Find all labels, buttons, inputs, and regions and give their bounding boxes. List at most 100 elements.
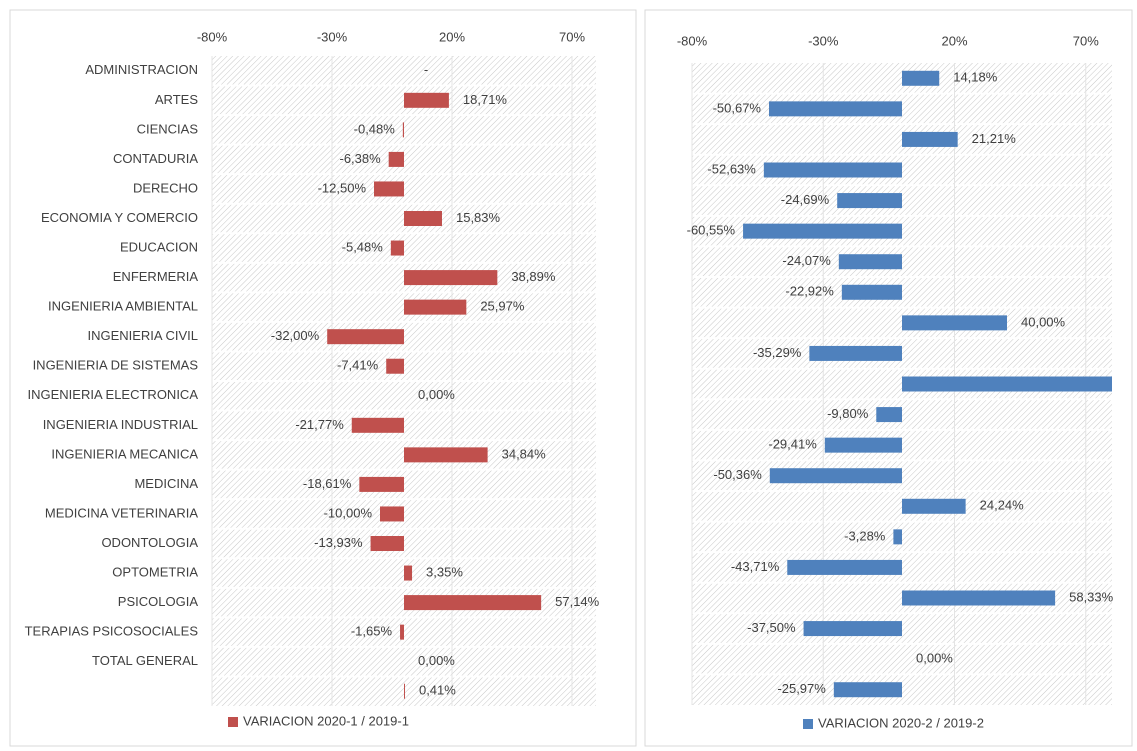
bar [404,683,405,699]
data-label: -7,41% [337,358,379,373]
data-label: -50,36% [713,467,762,482]
data-label: 21,21% [972,131,1017,146]
legend-label: VARIACION 2020-2 / 2019-2 [818,715,984,730]
bar [386,358,404,374]
data-label: 3,35% [426,564,463,579]
bar [838,254,902,270]
data-label: -9,80% [827,406,869,421]
category-label: MEDICINA [134,476,198,491]
data-label: -5,48% [342,239,384,254]
bar [841,284,902,300]
bar [374,181,404,197]
data-label: 18,71% [463,92,508,107]
category-label: INGENIERIA ELECTRONICA [28,387,199,402]
category-label: ARTES [155,92,198,107]
category-label: DERECHO [133,180,198,195]
bar [390,240,404,256]
category-label: INGENIERIA DE SISTEMAS [33,358,199,373]
bar [876,407,902,423]
data-label: -6,38% [339,151,381,166]
bar [833,682,902,698]
data-label: -3,28% [844,528,886,543]
data-label: -52,63% [707,161,756,176]
bar [824,437,902,453]
category-label: CIENCIAS [137,121,199,136]
bar [327,329,404,345]
bar [370,536,404,551]
data-label: -22,92% [785,284,834,299]
data-label: 38,89% [511,269,556,284]
bar [380,506,404,522]
bar [743,223,902,239]
bar [404,299,467,315]
data-label: - [424,62,428,77]
x-tick-label: -80% [197,29,228,44]
category-label: ADMINISTRACION [85,62,198,77]
legend-label: VARIACION 2020-1 / 2019-1 [243,713,409,728]
legend-swatch [803,719,813,729]
x-tick-label: 70% [559,29,585,44]
panel-border [9,9,637,747]
data-label: -24,69% [781,192,830,207]
data-label: -60,55% [687,223,736,238]
bar [404,92,449,108]
bar [768,101,902,117]
bar [404,447,488,463]
category-label: INGENIERIA CIVIL [87,328,198,343]
bar [809,345,902,361]
category-label: EDUCACION [120,239,198,254]
panel-border [644,9,1133,747]
bar [893,529,902,545]
bar [404,211,442,226]
data-label: 0,41% [419,683,456,698]
bar [769,468,902,484]
bar [404,270,498,286]
bar [902,376,1112,392]
data-label: 14,18% [953,70,998,85]
data-label: -21,77% [295,417,344,432]
data-label: 40,00% [1021,314,1066,329]
bar [351,417,404,433]
x-tick-label: -80% [677,33,708,48]
data-label: -10,00% [324,505,373,520]
legend-swatch [228,717,238,727]
bar [763,162,902,178]
category-label: MEDICINA VETERINARIA [45,505,198,520]
data-label: 57,14% [555,594,600,609]
category-label: INGENIERIA MECANICA [51,446,198,461]
bar [803,621,902,637]
category-label: PSICOLOGIA [118,594,199,609]
bar [902,70,940,86]
category-label: ECONOMIA Y COMERCIO [41,210,198,225]
category-label: INGENIERIA AMBIENTAL [48,299,198,314]
category-label: ODONTOLOGIA [101,535,198,550]
data-label: -35,29% [753,345,802,360]
data-label: 15,83% [456,210,501,225]
category-label: INGENIERIA INDUSTRIAL [43,417,198,432]
data-label: -12,50% [318,180,367,195]
x-tick-label: -30% [808,33,839,48]
x-tick-label: 20% [439,29,465,44]
bar [404,595,542,611]
x-tick-label: -30% [317,29,348,44]
bars [743,70,1112,698]
bar [902,131,958,147]
category-label: TERAPIAS PSICOSOCIALES [25,624,199,639]
data-label: 25,97% [480,299,525,314]
x-tick-label: 20% [941,33,967,48]
x-tick-label: 70% [1073,33,1099,48]
bar [359,476,404,492]
data-label: -1,65% [351,624,393,639]
data-label: -25,97% [777,681,826,696]
bar [404,565,413,581]
bar [400,624,404,640]
bars [327,92,542,699]
data-label: -24,07% [782,253,831,268]
data-label: 0,00% [916,651,953,666]
data-label: -32,00% [271,328,320,343]
bar [902,498,966,514]
category-label: CONTADURIA [113,151,198,166]
category-label: TOTAL GENERAL [92,653,198,668]
category-label: ENFERMERIA [113,269,199,284]
